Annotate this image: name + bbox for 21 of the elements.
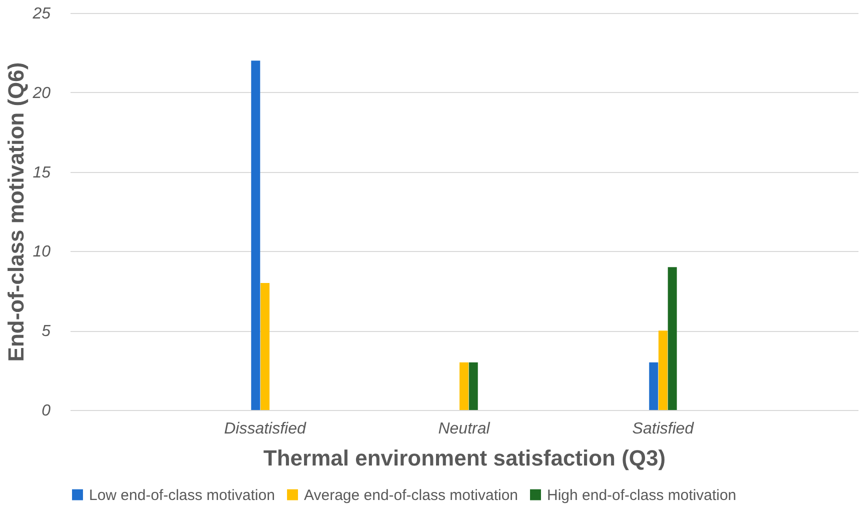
x-tick-label: Neutral <box>438 420 490 438</box>
y-axis-title: End-of-class motivation (Q6) <box>4 62 29 362</box>
bar <box>658 330 668 410</box>
bar <box>668 267 677 410</box>
bar <box>251 60 260 410</box>
legend-label: Average end-of-class motivation <box>304 486 518 504</box>
x-tick-label: Satisfied <box>632 420 695 438</box>
bar <box>468 362 478 410</box>
x-tick-label: Dissatisfied <box>224 420 308 438</box>
y-tick-label: 0 <box>42 402 51 420</box>
y-tick-label: 25 <box>32 6 51 22</box>
x-axis-title: Thermal environment satisfaction (Q3) <box>263 446 666 470</box>
bar <box>649 362 658 410</box>
legend-label: High end-of-class motivation <box>547 486 736 504</box>
legend-label: Low end-of-class motivation <box>89 486 275 504</box>
y-tick-label: 15 <box>32 164 51 182</box>
bar <box>460 362 468 410</box>
y-tick-label: 20 <box>32 84 51 102</box>
y-tick-label: 10 <box>32 244 51 261</box>
bar <box>260 282 270 410</box>
y-tick-label: 5 <box>42 323 51 340</box>
